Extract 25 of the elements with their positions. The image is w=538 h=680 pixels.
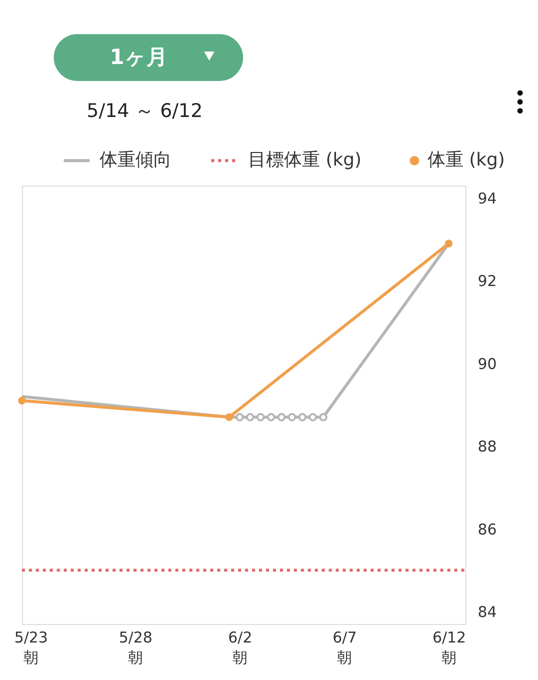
chart-subtitle: 5/14 ～ 6/12 [86,100,203,122]
point [246,413,254,422]
y-tick-label: 84 [478,603,497,622]
point [266,413,276,422]
x-tick-label: 5/28 朝 [118,628,152,666]
point [256,413,265,422]
chart-title: 1ヶ月 [110,45,168,70]
point [308,413,317,422]
x-tick-label: 5/23 朝 [14,628,48,666]
y-tick-label: 94 [478,189,497,208]
point [288,413,296,422]
legend-label: 体重傾向 [100,150,172,171]
x-tick-label: 6/12 朝 [432,628,466,666]
y-tick-label: 90 [478,354,497,373]
y-tick-label: 92 [478,272,497,290]
x-tick-label: 6/2 朝 [228,628,252,666]
point [298,413,307,422]
legend-label: 体重 (kg) [427,150,505,171]
point [277,413,286,422]
y-tick-label: 86 [478,520,497,538]
x-tick-label: 6/7 朝 [332,628,357,666]
point [236,413,244,422]
y-tick-label: 88 [478,438,497,456]
legend-label: 目標体重 (kg) [248,150,362,171]
point [319,413,328,422]
